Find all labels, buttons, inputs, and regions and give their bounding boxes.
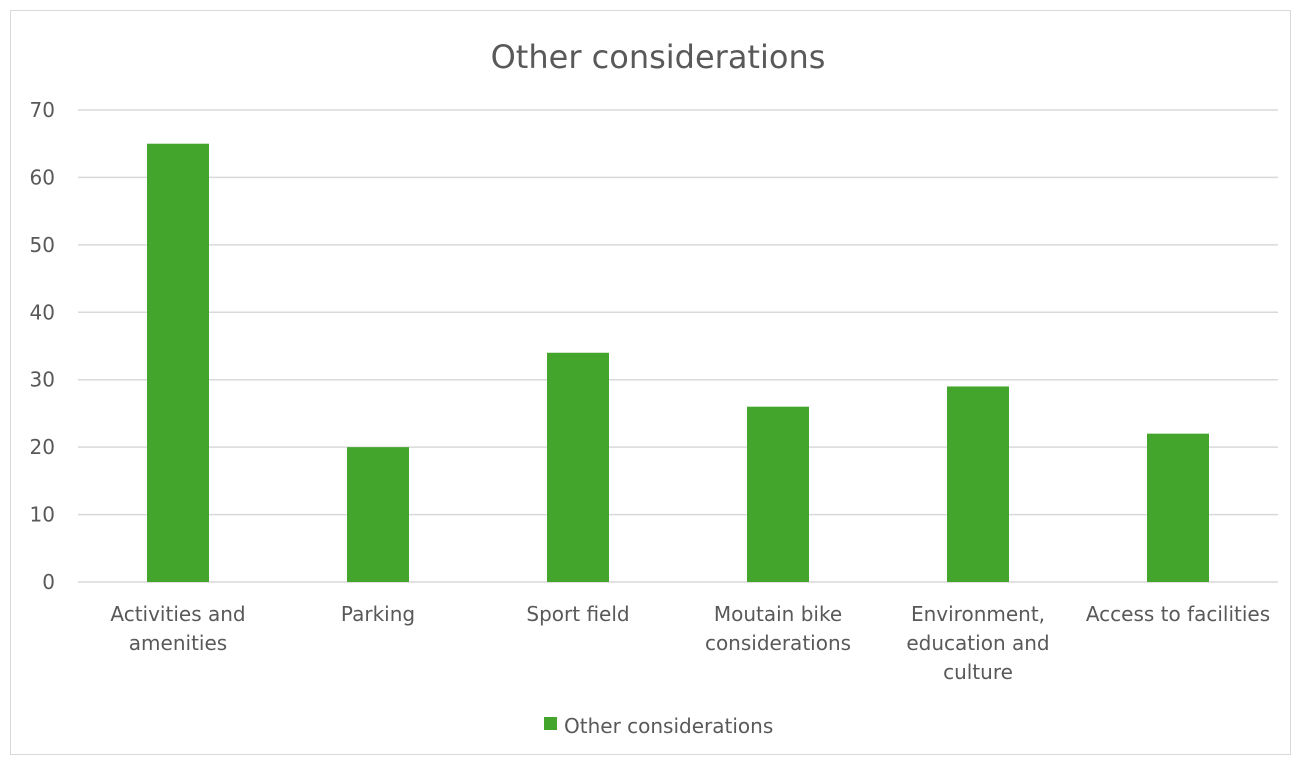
y-axis-ticks: 0 10 20 30 40 50 60 70: [30, 98, 55, 594]
bars: [147, 143, 1209, 582]
chart-frame: [10, 10, 1291, 755]
gridlines: [78, 109, 1278, 583]
x-tick-label: Parking: [341, 602, 415, 626]
x-axis-labels: Activities and amenities Parking Sport fiel…: [110, 602, 1270, 684]
bar: [747, 406, 809, 582]
bar: [1147, 433, 1209, 582]
bar: [547, 352, 609, 582]
y-tick-label: 70: [30, 98, 55, 122]
y-tick-label: 30: [30, 368, 55, 392]
legend-swatch: [544, 717, 557, 730]
bar: [347, 447, 409, 582]
bar: [947, 386, 1009, 582]
legend: Other considerations: [544, 714, 773, 738]
x-tick-label: Access to facilities: [1086, 602, 1270, 626]
y-tick-label: 10: [30, 503, 55, 527]
x-tick-label: Activities and amenities: [110, 602, 245, 655]
y-tick-label: 50: [30, 233, 55, 257]
y-tick-label: 60: [30, 165, 55, 189]
y-tick-label: 0: [42, 570, 55, 594]
bar: [147, 143, 209, 582]
legend-label: Other considerations: [564, 714, 773, 738]
y-tick-label: 40: [30, 300, 55, 324]
chart-title: Other considerations: [491, 38, 826, 76]
x-tick-label: Environment, education and culture: [906, 602, 1049, 684]
x-tick-label: Sport field: [526, 602, 629, 626]
x-tick-label: Moutain bike considerations: [705, 602, 851, 655]
y-tick-label: 20: [30, 435, 55, 459]
